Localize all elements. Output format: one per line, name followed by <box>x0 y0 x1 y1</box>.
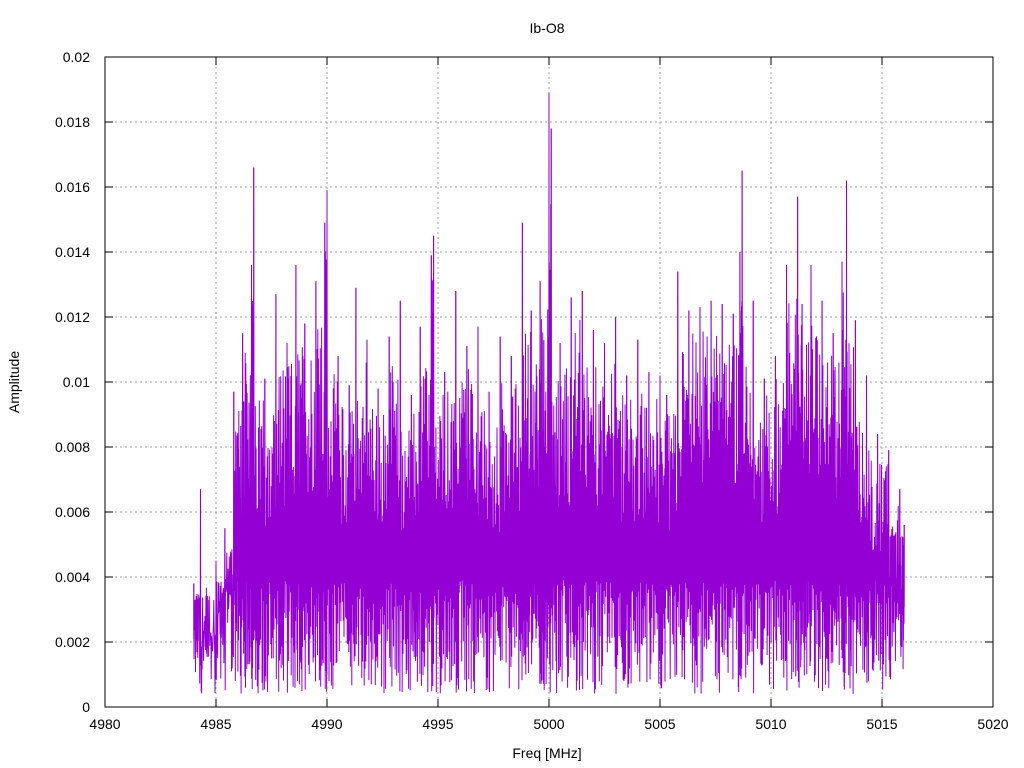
x-tick-label: 4985 <box>200 716 231 732</box>
x-tick-label: 4995 <box>422 716 453 732</box>
y-axis-label: Amplitude <box>6 351 22 413</box>
y-tick-label: 0.014 <box>55 244 90 260</box>
y-tick-label: 0 <box>82 699 90 715</box>
y-tick-label: 0.018 <box>55 114 90 130</box>
x-tick-label: 4990 <box>311 716 342 732</box>
series-layer <box>193 92 905 694</box>
x-axis-label: Freq [MHz] <box>512 745 581 761</box>
x-tick-label: 5020 <box>977 716 1008 732</box>
ticks <box>104 56 994 708</box>
x-tick-label: 5000 <box>533 716 564 732</box>
y-tick-label: 0.006 <box>55 504 90 520</box>
series-line <box>193 92 905 694</box>
y-tick-labels: 0 0.002 0.004 0.006 0.008 0.01 0.012 0.014 0.016… <box>55 49 90 715</box>
y-tick-label: 0.012 <box>55 309 90 325</box>
x-tick-label: 4980 <box>89 716 120 732</box>
x-tick-labels: 4980 4985 4990 4995 5000 5005 5010 5015 5020 <box>89 716 1008 732</box>
chart-title: Ib-O8 <box>529 20 564 36</box>
x-tick-label: 5010 <box>755 716 786 732</box>
y-tick-label: 0.004 <box>55 569 90 585</box>
y-tick-label: 0.002 <box>55 634 90 650</box>
y-tick-label: 0.01 <box>63 374 90 390</box>
y-tick-label: 0.02 <box>63 49 90 65</box>
y-tick-label: 0.016 <box>55 179 90 195</box>
y-tick-label: 0.008 <box>55 439 90 455</box>
x-tick-label: 5005 <box>644 716 675 732</box>
x-tick-label: 5015 <box>866 716 897 732</box>
